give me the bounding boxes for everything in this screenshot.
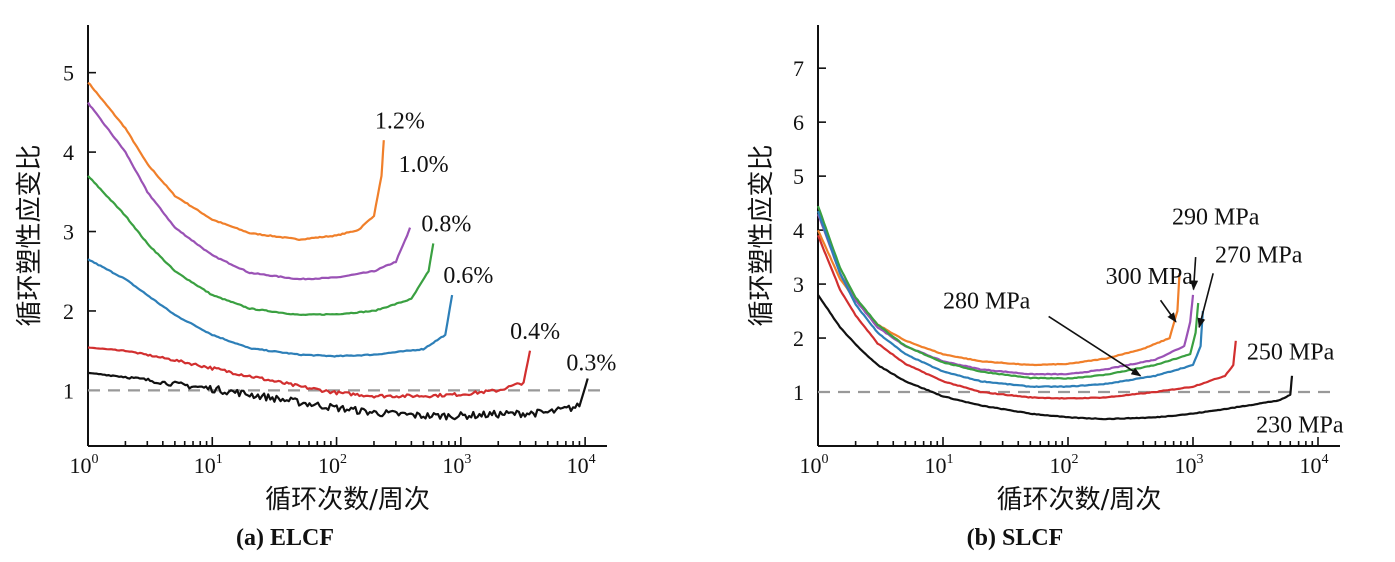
series-line — [816, 210, 1204, 388]
series-line — [817, 294, 1294, 421]
x-tick-label: 100 — [800, 452, 829, 478]
y-tick-label: 3 — [63, 220, 74, 245]
series-line — [87, 101, 412, 281]
x-tick-label: 103 — [1174, 452, 1203, 478]
annotation-label: 290 MPa — [1172, 205, 1260, 231]
x-tick-label: 102 — [318, 452, 347, 478]
series-line — [87, 175, 435, 316]
series-line — [87, 346, 532, 399]
series-label: 0.4% — [510, 319, 560, 345]
panel-caption: (b) SLCF — [967, 525, 1064, 551]
series-line — [87, 81, 385, 241]
x-tick-label: 100 — [70, 452, 99, 478]
annotation-arrow — [1048, 315, 1142, 377]
y-tick-label: 7 — [793, 56, 804, 81]
panel-b-chart: 1 2 3 4 5 6 7 100 101 102 103 104 300 MPa 290 MPa 270 … — [747, 25, 1344, 551]
y-tick-label: 2 — [63, 299, 74, 324]
annotation-arrow — [1197, 273, 1214, 329]
x-tick-label: 101 — [194, 452, 223, 478]
series-label: 1.0% — [399, 152, 449, 178]
series-line — [816, 213, 1195, 376]
y-tick-label: 1 — [793, 380, 804, 405]
y-tick-label: 2 — [793, 326, 804, 351]
y-tick-label: 4 — [63, 140, 74, 165]
series-line — [816, 234, 1237, 400]
x-axis-title: 循环次数/周次 — [265, 485, 430, 515]
annotation-label: 250 MPa — [1247, 340, 1335, 366]
y-tick-label: 6 — [793, 110, 804, 135]
annotation-label: 300 MPa — [1106, 264, 1194, 290]
x-axis-title: 循环次数/周次 — [997, 485, 1162, 515]
x-tick-label: 101 — [924, 452, 953, 478]
series-line — [87, 371, 589, 421]
annotation-label: 230 MPa — [1256, 413, 1344, 439]
panel-caption: (a) ELCF — [236, 525, 334, 551]
x-tick-label: 104 — [1299, 452, 1328, 478]
annotation-label: 280 MPa — [943, 288, 1031, 314]
x-tick-label: 104 — [567, 452, 596, 478]
series-label: 1.2% — [375, 108, 425, 134]
series-line — [87, 258, 454, 358]
y-tick-label: 3 — [793, 272, 804, 297]
annotation-arrow — [1190, 257, 1199, 291]
y-tick-label: 5 — [63, 61, 74, 86]
series-label: 0.8% — [421, 212, 471, 238]
annotation-label: 270 MPa — [1215, 242, 1303, 268]
x-tick-label: 103 — [442, 452, 471, 478]
x-tick-label: 102 — [1049, 452, 1078, 478]
series-label: 0.3% — [566, 351, 616, 377]
panel-a-chart: 1 2 3 4 5 100 101 102 103 104 1.2% 1.0% 0.8% 0.6% 0.4%… — [15, 25, 616, 551]
y-tick-label: 1 — [63, 378, 74, 403]
annotation-arrow — [1159, 299, 1177, 323]
y-axis-title: 循环塑性应变比 — [15, 144, 45, 326]
y-axis-title: 循环塑性应变比 — [747, 144, 777, 326]
series-label: 0.6% — [443, 263, 493, 289]
y-tick-label: 4 — [793, 218, 804, 243]
y-tick-label: 5 — [793, 164, 804, 189]
